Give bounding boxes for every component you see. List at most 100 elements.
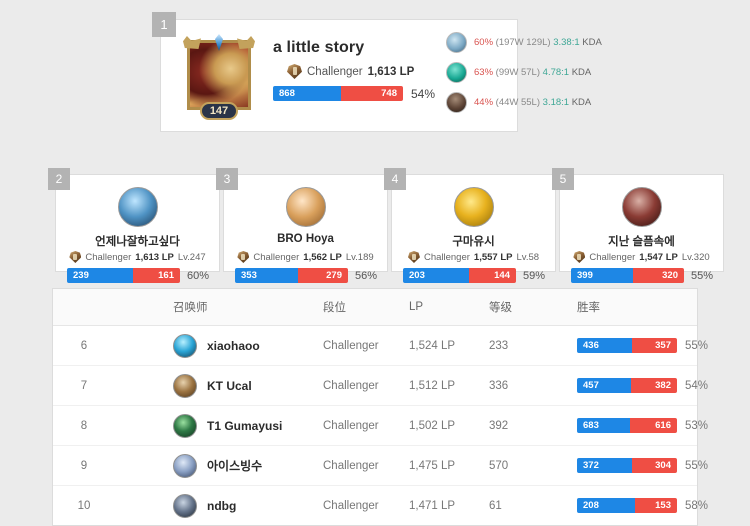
summoner-name[interactable]: 언제나잘하고싶다 bbox=[95, 236, 180, 248]
winloss-bar: 353 279 56% bbox=[235, 268, 377, 283]
table-row[interactable]: 9 아이스빙수 Challenger 1,475 LP 570 372 304 … bbox=[53, 446, 708, 486]
summoner-avatar bbox=[621, 187, 662, 227]
lp-value: 1,562 LP bbox=[303, 251, 342, 263]
wins-count: 239 bbox=[67, 268, 133, 283]
header-summoner[interactable]: 召唤师 bbox=[173, 302, 208, 314]
wins-count: 208 bbox=[577, 498, 635, 513]
rank-badge: 3 bbox=[216, 168, 238, 190]
row-tier: Challenger bbox=[323, 339, 379, 352]
row-summoner[interactable]: KT Ucal bbox=[115, 373, 323, 398]
level-value: Lv.189 bbox=[345, 251, 374, 263]
winloss-bar-track: 683 616 bbox=[577, 418, 677, 433]
winloss-bar: 239 161 60% bbox=[67, 268, 209, 283]
wins-count: 353 bbox=[235, 268, 298, 283]
header-level[interactable]: 等级 bbox=[489, 302, 512, 314]
summoner-avatar bbox=[173, 413, 197, 438]
winrate-percent: 56% bbox=[355, 269, 378, 282]
header-winrate[interactable]: 胜率 bbox=[577, 302, 600, 314]
losses-count: 357 bbox=[632, 338, 677, 353]
summoner-avatar bbox=[173, 333, 197, 358]
rank-5-card[interactable]: 5 지난 슬픔속에 Challenger 1,547 LP Lv.320 399… bbox=[552, 168, 724, 283]
header-lp[interactable]: LP bbox=[409, 301, 424, 313]
champion-record: (44W 55L) bbox=[495, 96, 541, 108]
challenger-crest-icon bbox=[287, 64, 302, 79]
winloss-bar-track: 436 357 bbox=[577, 338, 677, 353]
winrate-percent: 58% bbox=[685, 499, 709, 512]
row-lp: 1,502 LP bbox=[409, 419, 456, 432]
challenger-crest-icon bbox=[237, 251, 250, 263]
rank-1-card[interactable]: 1 147 a little story Challenger 1,613 LP… bbox=[152, 12, 602, 132]
tier-line: Challenger 1,557 LP Lv.58 bbox=[392, 251, 555, 263]
row-summoner[interactable]: xiaohaoo bbox=[115, 333, 323, 358]
row-lp: 1,475 LP bbox=[409, 459, 456, 472]
summoner-name[interactable]: T1 Gumayusi bbox=[207, 418, 283, 433]
table-row[interactable]: 7 KT Ucal Challenger 1,512 LP 336 457 38… bbox=[53, 366, 708, 406]
wins-count: 457 bbox=[577, 378, 631, 393]
champion-icon-3 bbox=[446, 92, 467, 113]
row-lp: 1,512 LP bbox=[409, 379, 456, 392]
losses-count: 144 bbox=[469, 268, 516, 283]
champion-winrate: 60% bbox=[474, 36, 494, 48]
champion-kda-label: KDA bbox=[571, 66, 592, 78]
champion-stat-row: 63% (99W 57L) 4.78:1 KDA bbox=[446, 62, 602, 83]
row-winrate: 436 357 55% bbox=[577, 338, 708, 353]
summoner-name[interactable]: KT Ucal bbox=[207, 378, 252, 393]
rank-3-card[interactable]: 3 BRO Hoya Challenger 1,562 LP Lv.189 35… bbox=[216, 168, 388, 283]
summoner-name[interactable]: 구마유시 bbox=[452, 236, 495, 248]
table-row[interactable]: 8 T1 Gumayusi Challenger 1,502 LP 392 68… bbox=[53, 406, 708, 446]
champion-record: (99W 57L) bbox=[495, 66, 541, 78]
losses-count: 304 bbox=[632, 458, 677, 473]
row-rank: 8 bbox=[80, 419, 88, 432]
rank-4-card[interactable]: 4 구마유시 Challenger 1,557 LP Lv.58 203 144… bbox=[384, 168, 556, 283]
wins-count: 683 bbox=[577, 418, 630, 433]
summoner-avatar bbox=[285, 187, 326, 227]
portrait-gem-icon bbox=[215, 34, 223, 51]
leaderboard-page: 1 147 a little story Challenger 1,613 LP… bbox=[48, 12, 724, 526]
top-champions-list: 60% (197W 129L) 3.38:1 KDA 63% (99W 57L)… bbox=[446, 32, 602, 113]
row-winrate: 208 153 58% bbox=[577, 498, 708, 513]
table-header-row: 召唤师 段位 LP 等级 胜率 bbox=[53, 289, 697, 326]
table-row[interactable]: 6 xiaohaoo Challenger 1,524 LP 233 436 3… bbox=[53, 326, 708, 366]
rank-2-card[interactable]: 2 언제나잘하고싶다 Challenger 1,613 LP Lv.247 23… bbox=[48, 168, 220, 283]
champion-kda: 3.18:1 bbox=[542, 96, 570, 108]
row-rank: 6 bbox=[80, 339, 88, 352]
winloss-bar-track: 457 382 bbox=[577, 378, 677, 393]
winrate-percent: 55% bbox=[691, 269, 714, 282]
winrate-percent: 55% bbox=[685, 459, 709, 472]
lp-value: 1,557 LP bbox=[473, 251, 513, 263]
row-level: 392 bbox=[489, 419, 509, 432]
row-winrate: 372 304 55% bbox=[577, 458, 708, 473]
row-lp: 1,471 LP bbox=[409, 499, 456, 512]
lp-value: 1,613 LP bbox=[135, 251, 174, 263]
champion-stat-text: 60% (197W 129L) 3.38:1 KDA bbox=[474, 38, 602, 48]
row-tier: Challenger bbox=[323, 419, 379, 432]
winloss-bar-track: 399 320 bbox=[571, 268, 684, 283]
summoner-name[interactable]: 지난 슬픔속에 bbox=[608, 236, 675, 248]
summoner-avatar bbox=[117, 187, 158, 227]
row-level: 233 bbox=[489, 339, 509, 352]
row-summoner[interactable]: T1 Gumayusi bbox=[115, 413, 323, 438]
row-tier: Challenger bbox=[323, 379, 379, 392]
summoner-name[interactable]: 아이스빙수 bbox=[207, 459, 263, 473]
row-summoner[interactable]: ndbg bbox=[115, 493, 323, 518]
row-summoner[interactable]: 아이스빙수 bbox=[115, 453, 323, 478]
wins-count: 399 bbox=[571, 268, 633, 283]
wins-count: 203 bbox=[403, 268, 469, 283]
summoner-name[interactable]: xiaohaoo bbox=[207, 338, 260, 353]
summoner-name[interactable]: a little story bbox=[273, 39, 365, 56]
table-row[interactable]: 10 ndbg Challenger 1,471 LP 61 208 153 5… bbox=[53, 486, 708, 525]
rank-2-card-body: 언제나잘하고싶다 Challenger 1,613 LP Lv.247 239 … bbox=[55, 174, 220, 283]
tier-label: Challenger bbox=[589, 251, 636, 263]
portrait-ornament-left-icon bbox=[183, 36, 201, 49]
champion-portrait: 147 bbox=[183, 34, 255, 120]
tier-label: Challenger bbox=[253, 251, 300, 263]
champion-stat-text: 63% (99W 57L) 4.78:1 KDA bbox=[474, 68, 591, 78]
lp-value: 1,613 LP bbox=[367, 65, 415, 78]
level-value: Lv.58 bbox=[516, 251, 540, 263]
header-tier[interactable]: 段位 bbox=[323, 302, 346, 314]
champion-winrate: 44% bbox=[474, 96, 494, 108]
wins-count: 372 bbox=[577, 458, 632, 473]
tier-label: Challenger bbox=[307, 65, 363, 78]
summoner-name[interactable]: ndbg bbox=[207, 498, 237, 513]
summoner-name[interactable]: BRO Hoya bbox=[277, 233, 334, 245]
